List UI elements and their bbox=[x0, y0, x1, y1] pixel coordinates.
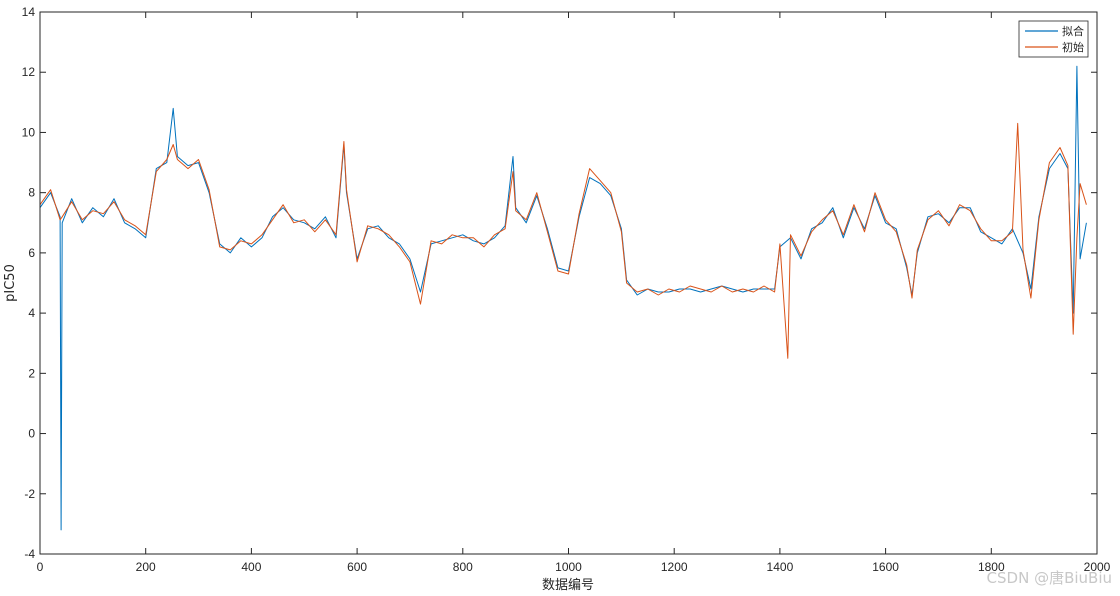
x-tick-label: 1800 bbox=[978, 560, 1005, 574]
legend-label-fit: 拟合 bbox=[1062, 24, 1084, 38]
series-layer bbox=[39, 65, 1087, 531]
csdn-watermark: CSDN @唐BiuBiu bbox=[986, 569, 1112, 587]
plot-background bbox=[40, 12, 1097, 554]
x-tick-label: 0 bbox=[37, 560, 44, 574]
y-axis-label: pIC50 bbox=[3, 264, 18, 302]
y-tick-label: -2 bbox=[24, 487, 35, 501]
y-tick-label: 2 bbox=[28, 366, 35, 380]
x-axis-label: 数据编号 bbox=[542, 578, 594, 593]
legend-label-initial: 初始 bbox=[1062, 40, 1084, 54]
y-tick-label: 8 bbox=[28, 186, 35, 200]
x-tick-label: 1600 bbox=[872, 560, 899, 574]
y-tick-label: 6 bbox=[28, 246, 35, 260]
legend: 拟合 初始 bbox=[1018, 20, 1089, 58]
y-tick-label: 10 bbox=[22, 125, 36, 139]
y-tick-label: 12 bbox=[22, 65, 36, 79]
x-tick-label: 600 bbox=[347, 560, 367, 574]
series-line-initial bbox=[39, 122, 1087, 359]
x-tick-label: 800 bbox=[453, 560, 473, 574]
x-tick-label: 1400 bbox=[767, 560, 794, 574]
y-tick-label: -4 bbox=[24, 547, 35, 561]
ticks-layer: 0 200 400 600 800 1000 1200 1400 1600 1800 2000 -4 -… bbox=[22, 5, 1111, 574]
legend-box bbox=[1018, 20, 1089, 58]
x-tick-label: 200 bbox=[136, 560, 156, 574]
x-tick-label: 1200 bbox=[661, 560, 688, 574]
y-tick-label: 14 bbox=[22, 5, 36, 19]
y-tick-label: 0 bbox=[28, 427, 35, 441]
y-tick-label: 4 bbox=[28, 306, 35, 320]
x-tick-label: 400 bbox=[241, 560, 261, 574]
x-tick-label: 2000 bbox=[1084, 560, 1111, 574]
x-tick-label: 1000 bbox=[555, 560, 582, 574]
series-line-fit bbox=[39, 65, 1087, 531]
